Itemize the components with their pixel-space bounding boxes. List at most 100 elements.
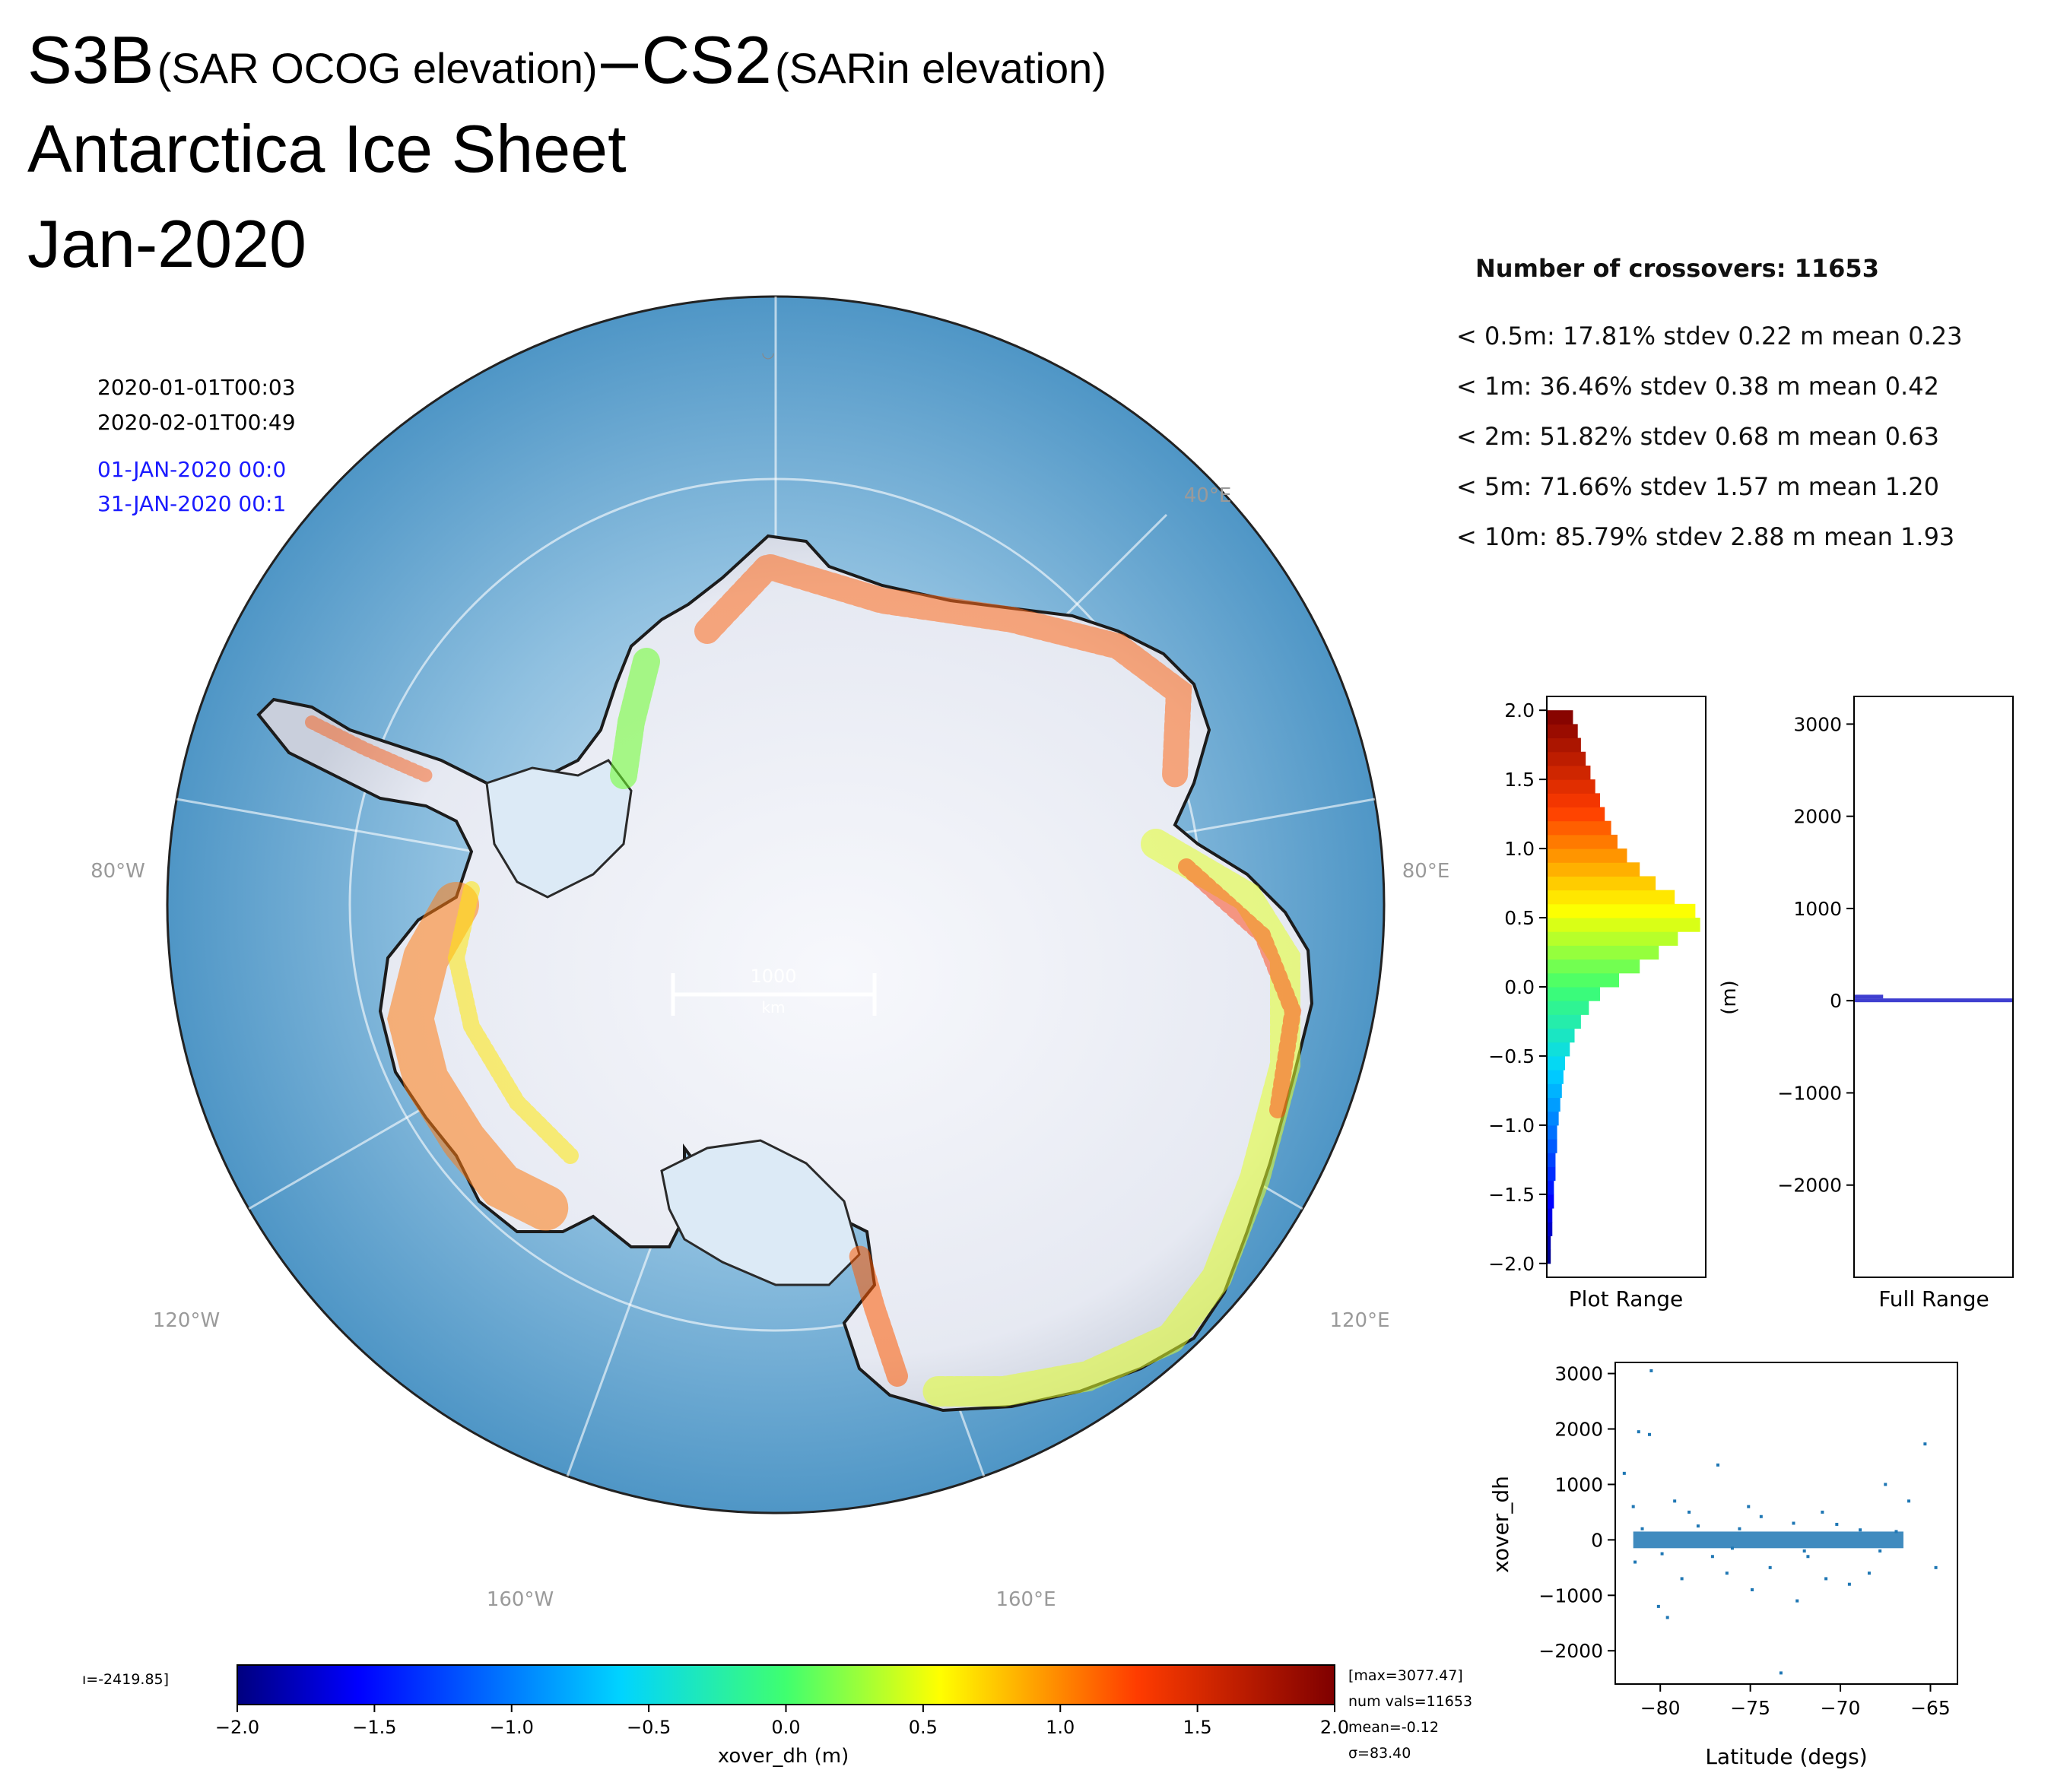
- scatter-point: [1847, 1582, 1851, 1586]
- scatter-point: [1923, 1442, 1927, 1446]
- plot-range-ytick-label: 0.0: [1504, 976, 1535, 998]
- crossover-band-overlay: [305, 551, 1302, 1407]
- scatter-point: [1835, 1522, 1839, 1526]
- lon-label-40e: 40°E: [1184, 484, 1232, 507]
- plot-range-bar: [1548, 1083, 1562, 1099]
- scatter-point: [1648, 1432, 1651, 1436]
- title-main-2: CS2: [641, 22, 772, 97]
- scatter-point: [1687, 1510, 1691, 1514]
- ronne-ice-shelf: [485, 759, 633, 899]
- scatter-point: [1631, 1505, 1635, 1508]
- lon-label-160e: 160°E: [995, 1588, 1056, 1611]
- scatter-point: [1867, 1572, 1871, 1575]
- scatter-points: [1622, 1369, 1938, 1675]
- plot-range-bar: [1548, 1055, 1565, 1070]
- title-line-1: S3B (SAR OCOG elevation) – CS2 (SARin el…: [27, 21, 1106, 99]
- plot-range-bar: [1548, 903, 1696, 918]
- scatter-point: [1907, 1499, 1911, 1503]
- scatter-point: [1725, 1572, 1729, 1575]
- title-sub-2: (SARin elevation): [775, 44, 1106, 92]
- plot-range-bar: [1548, 959, 1640, 974]
- scatter-yticks: 3000 2000 1000 0 −1000 −2000: [1538, 1363, 1615, 1662]
- scatter-point: [1730, 1546, 1734, 1550]
- plot-range-label: Plot Range: [1569, 1286, 1683, 1311]
- plot-range-ytick-label: 0.5: [1504, 907, 1535, 929]
- scatter-xtick-label: −70: [1821, 1697, 1861, 1719]
- scatter-ytick-label: 3000: [1554, 1363, 1603, 1385]
- plot-range-ytick-label: 2.0: [1504, 699, 1535, 722]
- scale-bar-value: 1000: [750, 966, 796, 987]
- full-range-axes: [1853, 696, 2014, 1278]
- plot-range-yticks: 2.0 1.5 1.0 0.5 0.0 −0.5 −1.0 −1.5 −2.0: [1488, 699, 1547, 1275]
- scatter-ytick-label: −1000: [1538, 1584, 1603, 1606]
- scatter-ytick-label: 0: [1591, 1529, 1603, 1551]
- plot-range-bar: [1548, 890, 1675, 905]
- title-line-3: Jan-2020: [27, 206, 306, 281]
- scale-bar: [671, 973, 877, 1016]
- plot-range-bar: [1548, 1042, 1570, 1057]
- scatter-point: [1795, 1599, 1799, 1603]
- stats-line-2: < 1m: 36.46% stdev 0.38 m mean 0.42: [1456, 372, 1939, 401]
- scatter-point: [1934, 1565, 1938, 1569]
- plot-range-ytick-label: −2.0: [1488, 1253, 1535, 1275]
- colorbar-tick-label: −1.5: [352, 1717, 396, 1738]
- plot-range-bar: [1548, 793, 1600, 808]
- colorbar-tick-label: −0.5: [627, 1717, 671, 1738]
- timestamp-start: 2020-01-01T00:03: [97, 375, 296, 400]
- full-range-ytick-label: −1000: [1777, 1082, 1842, 1104]
- full-range-ytick-label: −2000: [1777, 1175, 1842, 1197]
- scatter-point: [1751, 1588, 1754, 1592]
- colorbar-stats-notes: [max=3077.47] num vals=11653 mean=-0.12 …: [1348, 1667, 1472, 1762]
- plot-range-bar: [1548, 1249, 1551, 1264]
- plot-range-bar: [1548, 876, 1656, 891]
- plot-range-bar: [1548, 1014, 1581, 1029]
- full-range-ytick-label: 2000: [1793, 806, 1842, 828]
- plot-range-bar: [1548, 724, 1578, 739]
- scatter-xticks: −80 −75 −70 −65: [1640, 1684, 1951, 1719]
- plot-range-bar: [1548, 1111, 1559, 1126]
- plot-range-bar: [1548, 1166, 1556, 1181]
- colorbar-tick-label: 0.0: [771, 1717, 800, 1738]
- scatter-point: [1696, 1524, 1700, 1528]
- scatter-point: [1779, 1671, 1783, 1675]
- colorbar-min-note: ı=-2419.85]: [82, 1671, 169, 1688]
- plot-range-bars: [1548, 710, 1700, 1264]
- full-range-bars: [1855, 994, 2012, 1003]
- full-range-label: Full Range: [1878, 1286, 1989, 1311]
- plot-range-bar: [1548, 972, 1620, 988]
- scatter-point: [1768, 1565, 1772, 1569]
- plot-range-bar: [1548, 862, 1640, 877]
- scatter-point: [1649, 1369, 1653, 1372]
- plot-range-bar: [1548, 987, 1600, 1001]
- plot-range-bar: [1548, 1070, 1564, 1084]
- timestamp-start-blue: 01-JAN-2020 00:0: [97, 457, 287, 482]
- full-range-bar: [1855, 998, 2012, 1003]
- scatter-point: [1802, 1549, 1806, 1553]
- scatter-point: [1759, 1514, 1763, 1518]
- stats-line-4: < 5m: 71.66% stdev 1.57 m mean 1.20: [1456, 472, 1939, 501]
- scatter-point: [1747, 1505, 1751, 1508]
- scatter-point: [1665, 1616, 1669, 1619]
- colorbar-sigma-note: σ=83.40: [1348, 1745, 1411, 1762]
- colorbar-tick-label: −1.0: [490, 1717, 534, 1738]
- plot-range-bar: [1548, 737, 1581, 753]
- scatter-xlabel: Latitude (degs): [1705, 1744, 1867, 1769]
- plot-range-bar: [1548, 931, 1678, 946]
- scatter-point: [1633, 1560, 1637, 1564]
- lon-label-120w: 120°W: [153, 1309, 220, 1332]
- scatter-point: [1792, 1521, 1795, 1525]
- colorbar-ticks: −2.0 −1.5 −1.0 −0.5 0.0 0.5 1.0 1.5 2.0: [215, 1705, 1349, 1738]
- scatter-point: [1821, 1510, 1824, 1514]
- scatter-axes: [1614, 1362, 1958, 1685]
- scatter-xtick-label: −75: [1730, 1697, 1770, 1719]
- scatter-point: [1656, 1604, 1660, 1608]
- plot-range-bar: [1548, 848, 1627, 863]
- stats-line-1: < 0.5m: 17.81% stdev 0.22 m mean 0.23: [1456, 322, 1963, 350]
- plot-range-ytick-label: 1.0: [1504, 838, 1535, 860]
- plot-range-bar: [1548, 1180, 1554, 1195]
- lon-label-80e: 80°E: [1402, 860, 1450, 883]
- plot-range-bar: [1548, 1235, 1551, 1251]
- scatter-xtick-label: −65: [1910, 1697, 1951, 1719]
- plot-range-bar: [1548, 945, 1659, 960]
- scatter-point: [1673, 1499, 1677, 1503]
